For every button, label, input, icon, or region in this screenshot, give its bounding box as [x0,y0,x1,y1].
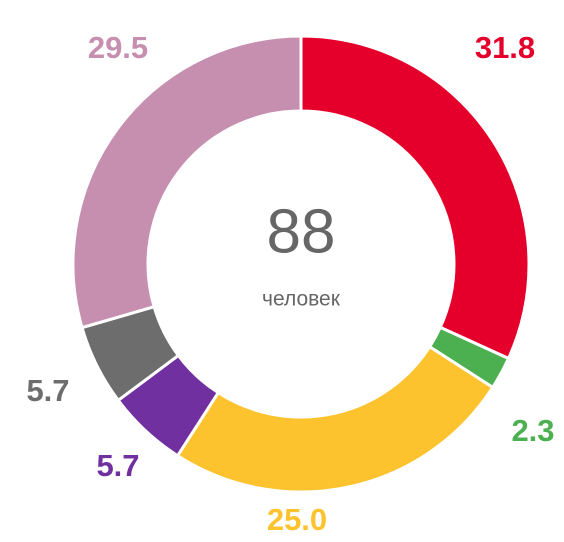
value-label: 5.7 [96,448,139,483]
donut-segment [71,34,303,330]
donut-segment [175,344,495,494]
value-label: 29.5 [88,30,148,65]
value-label: 31.8 [475,30,535,65]
value-label: 2.3 [511,413,554,448]
value-label: 5.7 [26,373,69,408]
donut-segment [299,34,531,361]
center-label: человек [262,288,341,311]
value-label: 25.0 [267,502,327,537]
center-value: 88 [267,197,336,266]
